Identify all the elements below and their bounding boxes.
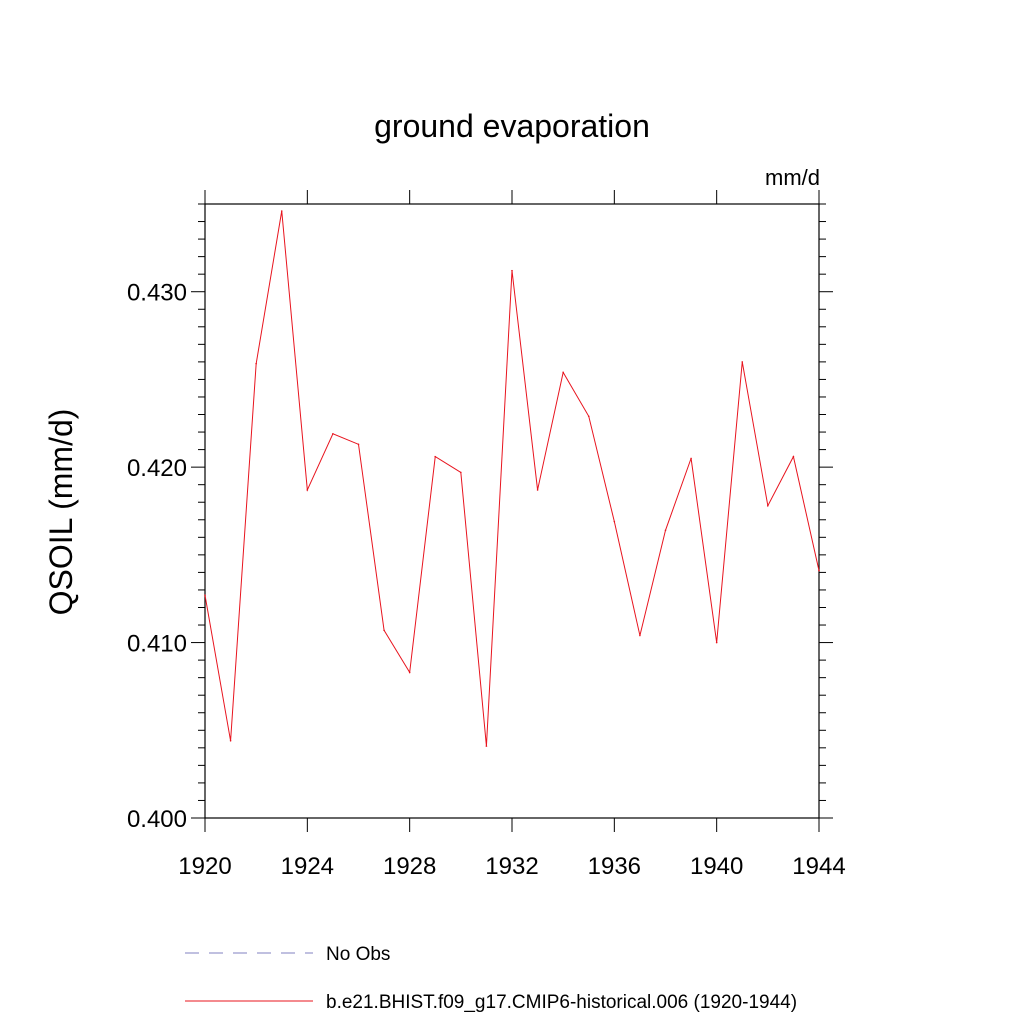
axis-ticks: 0.400 0.410 0.420 0.430 1920 1924 1928 1932 1936… [127,190,846,880]
series-layer [204,210,820,747]
y-tick-label: 0.430 [127,280,187,307]
chart-title: ground evaporation [374,108,650,144]
data-point [306,489,309,491]
data-point [639,634,641,637]
data-point [587,415,590,418]
data-point [767,504,769,507]
data-point [408,671,411,674]
data-point [229,740,232,742]
data-point [690,457,692,460]
data-point [818,569,820,572]
data-point [536,489,539,491]
legend-label-1: b.e21.BHIST.f09_g17.CMIP6-historical.006… [326,992,797,1013]
legend: No Obs b.e21.BHIST.f09_g17.CMIP6-historic… [185,944,797,1013]
data-point [204,594,206,597]
data-point [792,455,795,458]
data-point [485,745,488,747]
data-point [383,629,385,632]
plot-frame [204,203,820,819]
data-point [357,443,360,446]
data-point [255,362,257,365]
data-point [562,371,564,374]
data-point [332,433,334,435]
data-point [664,529,667,532]
data-point [280,210,283,212]
data-point [741,361,744,363]
units-label: mm/d [765,165,820,190]
y-axis-label: QSOIL (mm/d) [43,409,79,616]
y-tick-label: 0.410 [127,631,187,658]
data-point [460,471,462,474]
x-tick-label: 1928 [383,853,436,880]
x-tick-label: 1932 [485,853,538,880]
x-tick-label: 1920 [178,853,231,880]
x-tick-label: 1944 [792,853,845,880]
data-point [511,269,513,272]
y-tick-label: 0.400 [127,806,187,833]
x-tick-label: 1936 [588,853,641,880]
y-tick-label: 0.420 [127,455,187,482]
data-point [613,520,616,523]
x-tick-label: 1924 [281,853,334,880]
series-line-1 [204,210,820,747]
x-tick-label: 1940 [690,853,743,880]
legend-label-0: No Obs [326,944,390,965]
data-point [715,641,718,644]
data-point [434,455,437,458]
